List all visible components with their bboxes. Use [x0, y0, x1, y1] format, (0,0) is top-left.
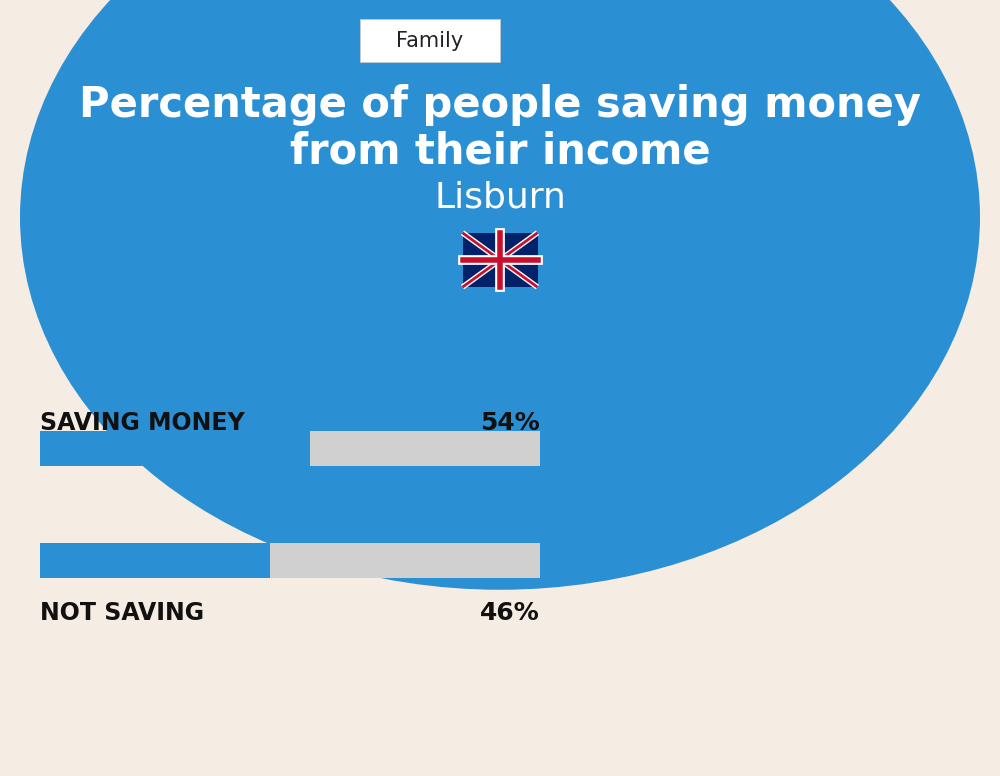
- FancyBboxPatch shape: [40, 543, 540, 578]
- Text: Lisburn: Lisburn: [434, 181, 566, 215]
- Text: SAVING MONEY: SAVING MONEY: [40, 411, 245, 435]
- Text: 54%: 54%: [480, 411, 540, 435]
- FancyBboxPatch shape: [40, 431, 310, 466]
- FancyBboxPatch shape: [40, 543, 270, 578]
- FancyBboxPatch shape: [360, 19, 500, 62]
- Text: from their income: from their income: [290, 130, 710, 172]
- Text: Family: Family: [396, 31, 464, 50]
- Text: Percentage of people saving money: Percentage of people saving money: [79, 84, 921, 126]
- Text: 46%: 46%: [480, 601, 540, 625]
- Text: NOT SAVING: NOT SAVING: [40, 601, 204, 625]
- Circle shape: [20, 0, 980, 590]
- FancyBboxPatch shape: [462, 233, 538, 287]
- FancyBboxPatch shape: [40, 431, 540, 466]
